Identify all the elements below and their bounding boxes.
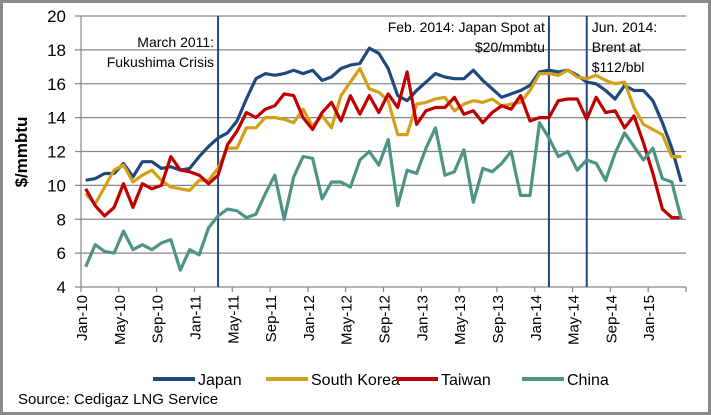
- series-line-china: [84, 121, 683, 272]
- x-tick-label: Sep-10: [150, 295, 167, 343]
- annotation-text: Fukushima Crisis: [107, 54, 214, 70]
- x-tick-label: Jan-11: [187, 295, 204, 340]
- legend-label: South Korea: [311, 372, 400, 389]
- annotation-text: Jun. 2014:: [592, 19, 657, 35]
- legend-label: China: [567, 372, 609, 389]
- series-line-taiwan: [84, 70, 682, 220]
- legend-label: Taiwan: [441, 372, 491, 389]
- legend: Japan South Korea Taiwan China: [153, 372, 609, 389]
- x-tick-label: May-12: [339, 295, 356, 345]
- y-axis-label: $/mmbtu: [12, 117, 31, 188]
- x-tick-label: Sep-11: [263, 295, 280, 342]
- y-tick-label: 20: [47, 7, 66, 26]
- x-tick-label: Sep-13: [490, 295, 507, 343]
- series-lines: [84, 46, 683, 272]
- x-tick-label: Sep-12: [377, 295, 394, 343]
- series-line-south-korea: [84, 66, 682, 206]
- source-note: Source: Cedigaz LNG Service: [18, 391, 218, 408]
- y-tick-label: 16: [47, 75, 66, 94]
- annotation-text: March 2011:: [137, 34, 214, 50]
- y-tick-label: 14: [47, 109, 66, 128]
- legend-label: Japan: [198, 372, 242, 389]
- event-lines: [217, 16, 588, 287]
- x-tick-label: Jan-12: [301, 295, 318, 341]
- x-tick-label: May-10: [112, 295, 129, 345]
- x-tick-label: Sep-14: [603, 295, 620, 343]
- x-tick-label: Jan-10: [74, 295, 91, 341]
- x-tick-label: Jan-13: [414, 295, 431, 341]
- y-tick-label: 10: [47, 176, 66, 195]
- annotation-text: Feb. 2014: Japan Spot at: [388, 19, 545, 35]
- x-axis: Jan-10 May-10 Sep-10 Jan-11 May-11 Sep-11 Jan-…: [74, 287, 687, 345]
- annotation-text: $20/mmbtu: [475, 39, 545, 55]
- x-tick-label: Jan-15: [641, 295, 658, 341]
- annotation-text: $112/bbl: [592, 59, 645, 75]
- x-tick-label: Jan-14: [528, 295, 545, 341]
- y-tick-label: 8: [57, 210, 66, 229]
- annotations: March 2011: Fukushima Crisis Feb. 2014: Ja…: [107, 19, 657, 75]
- x-tick-label: May-11: [225, 295, 242, 344]
- x-tick-label: May-13: [452, 295, 469, 345]
- y-tick-label: 4: [57, 278, 66, 297]
- y-axis-tick-labels: 4 6 8 10 12 14 16 18 20: [47, 7, 66, 297]
- y-tick-label: 6: [57, 244, 66, 263]
- y-tick-label: 12: [47, 143, 66, 162]
- annotation-text: Brent at: [592, 39, 641, 55]
- x-tick-label: May-14: [566, 295, 583, 345]
- y-tick-label: 18: [47, 41, 66, 60]
